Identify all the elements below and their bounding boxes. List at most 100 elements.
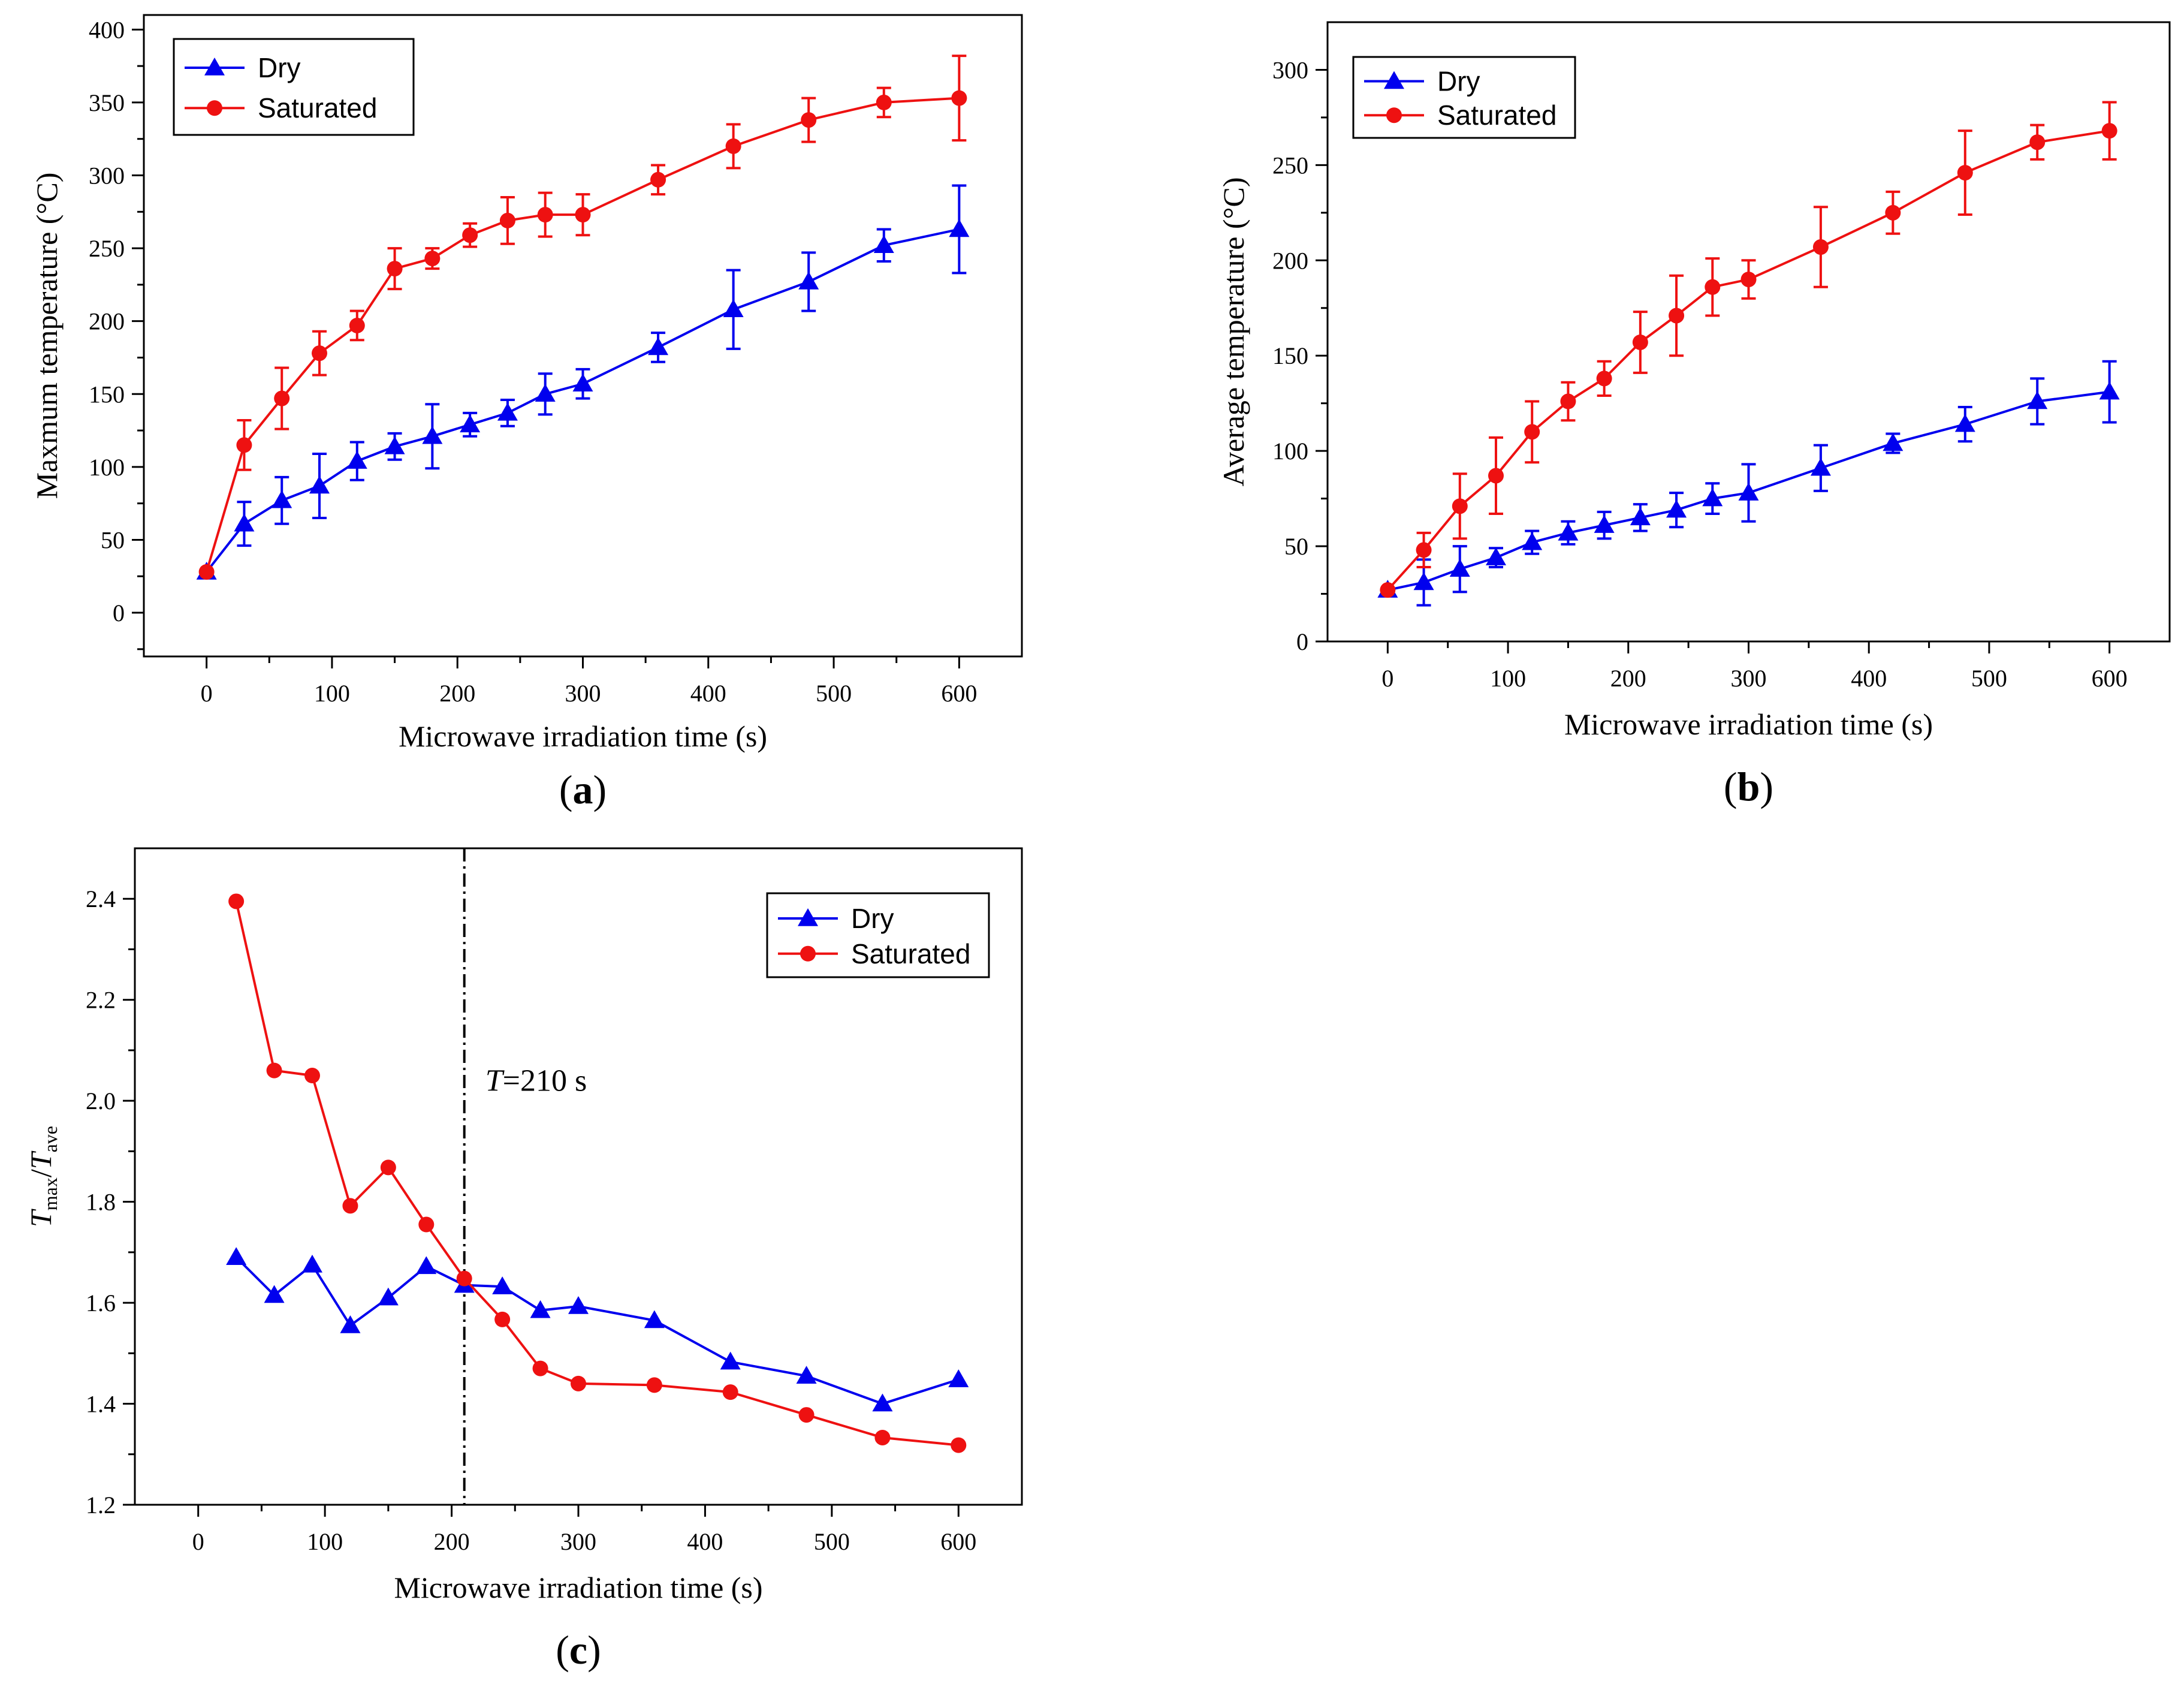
data-layer <box>196 55 970 580</box>
legend-marker <box>204 58 225 76</box>
y-axis-title: Tmax/Tave <box>24 1126 61 1227</box>
data-point <box>572 373 593 391</box>
x-tick-label: 600 <box>941 680 977 707</box>
data-point <box>723 299 744 317</box>
y-axis-title-part: T <box>24 1209 58 1227</box>
y-tick-label: 0 <box>113 600 125 626</box>
data-point <box>2029 134 2046 150</box>
data-point <box>796 1366 817 1384</box>
data-point <box>304 1068 320 1084</box>
data-point <box>460 414 481 433</box>
y-tick-label: 250 <box>89 235 125 262</box>
x-tick-label: 400 <box>690 680 726 707</box>
data-point <box>497 402 518 421</box>
data-point <box>948 1369 969 1387</box>
data-point <box>1810 457 1831 476</box>
annotation-label: T=210 s <box>485 1064 587 1098</box>
panel-b: 0 100 200 300 400 500 600 0 50 100 150 200 250 300 Mic… <box>1217 21 2171 809</box>
y-tick-label: 200 <box>89 308 125 335</box>
series-line <box>1387 390 2110 592</box>
panel-label-close: ) <box>1760 764 1773 809</box>
data-point <box>646 1377 662 1393</box>
series-line <box>206 228 960 573</box>
data-point <box>2099 381 2120 400</box>
x-tick-label: 500 <box>816 680 852 707</box>
data-point <box>951 90 967 106</box>
y-tick-label: 0 <box>1296 628 1308 655</box>
data-point <box>312 345 327 362</box>
y-tick-label: 150 <box>1272 342 1308 369</box>
x-tick-label: 100 <box>307 1528 343 1555</box>
data-point <box>1558 522 1579 541</box>
data-point <box>1380 582 1396 598</box>
data-layer <box>1377 101 2120 607</box>
x-tick-label: 400 <box>687 1528 723 1555</box>
y-axis-title-part: ave <box>40 1126 61 1152</box>
legend-marker <box>798 908 818 926</box>
data-point <box>872 1393 893 1412</box>
data-point <box>462 227 478 243</box>
data-point <box>2101 123 2117 139</box>
panel-label: (c) <box>556 1627 601 1673</box>
data-point <box>378 1287 399 1306</box>
panel-label: (b) <box>1724 764 1773 809</box>
x-tick-label: 600 <box>2092 665 2128 692</box>
series-dry <box>1377 360 2120 607</box>
data-point <box>228 893 245 909</box>
data-point <box>266 1062 282 1079</box>
y-tick-label: 400 <box>89 16 125 43</box>
data-point <box>309 475 330 494</box>
x-tick-label: 300 <box>565 680 601 707</box>
y-tick-label: 300 <box>1272 56 1308 83</box>
series-dry <box>196 184 970 580</box>
data-layer <box>226 848 969 1505</box>
x-tick-label: 300 <box>560 1528 596 1555</box>
y-tick-label: 2.2 <box>86 987 116 1014</box>
data-point <box>1957 165 1973 181</box>
data-point <box>384 436 405 454</box>
x-axis-title: Microwave irradiation time (s) <box>394 1571 762 1604</box>
x-tick-label: 500 <box>1971 665 2007 692</box>
data-point <box>492 1276 513 1294</box>
panel-label-open: ( <box>559 767 573 812</box>
data-point <box>1630 507 1651 526</box>
x-tick-label: 0 <box>1381 665 1393 692</box>
data-point <box>1560 393 1576 409</box>
x-tick-label: 0 <box>201 680 213 707</box>
data-point <box>1596 370 1612 387</box>
data-point <box>1449 559 1470 577</box>
data-point <box>725 138 741 154</box>
legend: Dry Saturated <box>766 892 990 978</box>
y-tick-label: 2.0 <box>86 1087 116 1114</box>
data-point <box>1885 204 1901 221</box>
data-point <box>236 437 252 453</box>
data-point <box>416 1256 437 1275</box>
y-tick-label: 300 <box>89 162 125 189</box>
panel-a: 0 100 200 300 400 500 600 0 50 100 150 200 250 300 350… <box>30 14 1023 812</box>
y-tick-label: 1.2 <box>86 1492 116 1519</box>
data-point <box>575 207 591 223</box>
x-axis-title: Microwave irradiation time (s) <box>1564 707 1933 741</box>
x-tick-label: 400 <box>1851 665 1887 692</box>
series-line <box>1386 129 2110 591</box>
x-tick-label: 300 <box>1731 665 1767 692</box>
legend-label: Saturated <box>1437 100 1556 131</box>
data-point <box>274 390 290 406</box>
data-point <box>1738 483 1759 501</box>
y-tick-label: 50 <box>1284 533 1308 560</box>
data-point <box>1413 572 1434 591</box>
data-point <box>302 1254 322 1273</box>
panel-label-open: ( <box>556 1627 569 1673</box>
y-axis-title-part: T <box>24 1150 58 1169</box>
x-tick-label: 100 <box>314 680 350 707</box>
data-point <box>1594 515 1615 533</box>
data-point <box>494 1311 511 1327</box>
x-tick-label: 100 <box>1490 665 1526 692</box>
data-point <box>951 1437 967 1453</box>
data-point <box>1705 279 1721 295</box>
data-point <box>571 1375 586 1391</box>
legend-marker <box>207 100 222 116</box>
panel-label-close: ) <box>593 767 607 812</box>
data-point <box>722 1384 738 1400</box>
data-point <box>418 1216 435 1233</box>
